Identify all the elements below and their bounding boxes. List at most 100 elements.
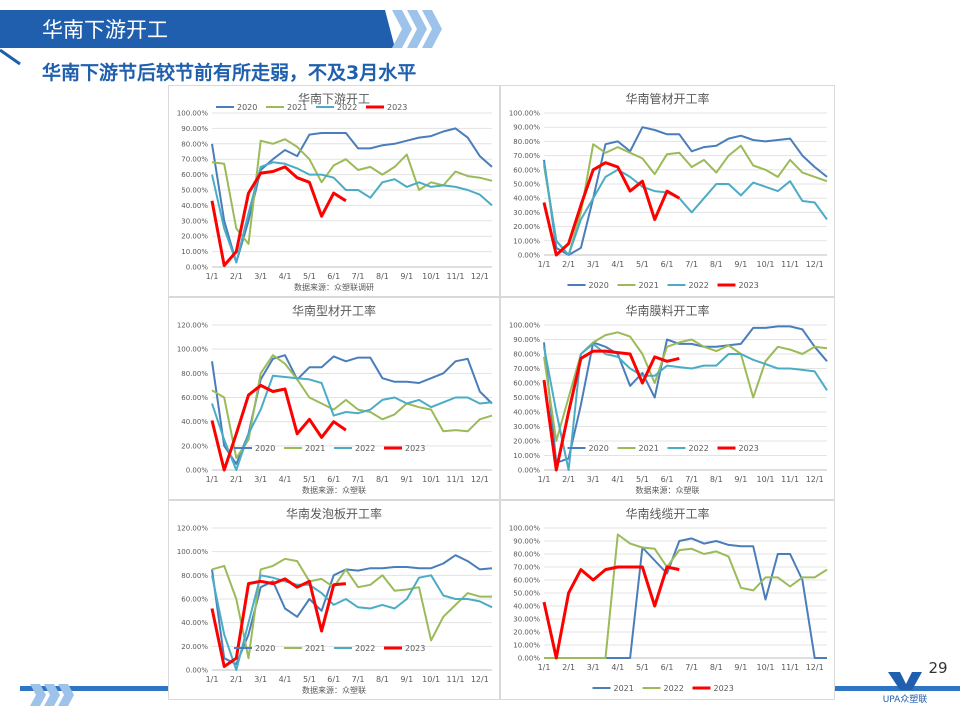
- legend-label: 2020: [255, 644, 275, 653]
- y-tick-label: 120.00%: [177, 322, 208, 330]
- y-tick-label: 0.00%: [186, 467, 209, 475]
- legend-label: 2021: [287, 103, 307, 112]
- y-tick-label: 80.00%: [513, 138, 540, 146]
- legend-label: 2022: [355, 444, 375, 453]
- x-tick-label: 2/1: [230, 272, 243, 281]
- x-tick-label: 2/1: [562, 260, 575, 269]
- y-tick-label: 70.00%: [181, 156, 208, 164]
- x-tick-label: 5/1: [303, 272, 316, 281]
- y-tick-label: 40.00%: [513, 409, 540, 417]
- legend-label: 2022: [689, 444, 709, 453]
- x-tick-label: 10/1: [422, 475, 440, 484]
- header-band: [0, 10, 395, 48]
- x-tick-label: 6/1: [327, 272, 340, 281]
- legend-label: 2022: [337, 103, 357, 112]
- chart: 华南膜料开工率 0.00% 10.00% 20.00% 30.00% 40.00% 50.0…: [500, 297, 835, 500]
- chart-title: 华南管材开工率: [625, 91, 709, 106]
- x-tick-label: 4/1: [279, 475, 292, 484]
- y-tick-label: 120.00%: [177, 525, 208, 533]
- header-chevrons: [392, 10, 442, 48]
- legend-label: 2023: [387, 103, 407, 112]
- y-tick-label: 100.00%: [509, 322, 540, 330]
- x-tick-label: 4/1: [611, 663, 624, 672]
- series-line: [210, 577, 347, 668]
- legend-label: 2023: [739, 281, 759, 290]
- y-tick-label: 30.00%: [513, 209, 540, 217]
- y-tick-label: 90.00%: [513, 336, 540, 344]
- x-tick-label: 4/1: [611, 260, 624, 269]
- legend-label: 2021: [639, 281, 659, 290]
- x-tick-label: 3/1: [254, 675, 267, 684]
- x-tick-label: 4/1: [279, 272, 292, 281]
- y-tick-label: 80.00%: [513, 551, 540, 559]
- slide-title: 华南下游开工: [42, 18, 168, 42]
- y-tick-label: 80.00%: [181, 370, 208, 378]
- x-tick-label: 1/1: [206, 272, 219, 281]
- x-tick-label: 3/1: [254, 272, 267, 281]
- y-tick-label: 80.00%: [181, 572, 208, 580]
- legend-label: 2021: [614, 684, 634, 693]
- y-tick-label: 60.00%: [513, 380, 540, 388]
- series-line: [544, 533, 828, 659]
- y-tick-label: 60.00%: [181, 171, 208, 179]
- x-tick-label: 7/1: [685, 475, 698, 484]
- x-tick-label: 4/1: [611, 475, 624, 484]
- legend-label: 2022: [664, 684, 684, 693]
- source-note: 数据来源：众塑联: [302, 485, 366, 495]
- legend-label: 2023: [405, 644, 425, 653]
- y-tick-label: 50.00%: [513, 590, 540, 598]
- series-line: [211, 354, 493, 459]
- x-tick-label: 4/1: [279, 675, 292, 684]
- chart-title: 华南型材开工率: [292, 303, 376, 318]
- x-tick-label: 7/1: [685, 260, 698, 269]
- logo-mark: [888, 672, 922, 690]
- x-tick-label: 12/1: [471, 475, 489, 484]
- series-line: [210, 383, 347, 472]
- y-tick-label: 10.00%: [513, 452, 540, 460]
- x-tick-label: 9/1: [734, 663, 747, 672]
- x-tick-label: 6/1: [327, 675, 340, 684]
- x-tick-label: 7/1: [685, 663, 698, 672]
- x-tick-label: 8/1: [376, 272, 389, 281]
- x-tick-label: 9/1: [734, 260, 747, 269]
- x-tick-label: 5/1: [636, 663, 649, 672]
- y-tick-label: 0.00%: [186, 264, 209, 272]
- y-tick-label: 0.00%: [518, 467, 541, 475]
- x-tick-label: 1/1: [206, 475, 219, 484]
- y-tick-label: 100.00%: [509, 110, 540, 118]
- y-tick-label: 90.00%: [181, 125, 208, 133]
- chart: 华南管材开工率 0.00% 10.00% 20.00% 30.00% 40.00% 50.0…: [500, 85, 835, 297]
- legend-label: 2020: [255, 444, 275, 453]
- x-tick-label: 2/1: [230, 475, 243, 484]
- x-tick-label: 10/1: [422, 675, 440, 684]
- series-line: [543, 126, 828, 256]
- source-note: 数据来源：众塑联: [636, 485, 700, 495]
- y-tick-label: 60.00%: [181, 596, 208, 604]
- chart: 华南下游开工 0.00% 10.00% 20.00% 30.00% 40.00% 50.00…: [168, 85, 500, 297]
- series-line: [542, 161, 681, 257]
- x-tick-label: 9/1: [400, 675, 413, 684]
- x-tick-label: 12/1: [806, 475, 824, 484]
- x-tick-label: 1/1: [538, 260, 551, 269]
- y-tick-label: 50.00%: [513, 181, 540, 189]
- legend-label: 2020: [237, 103, 257, 112]
- y-tick-label: 20.00%: [513, 629, 540, 637]
- chart-title: 华南膜料开工率: [625, 303, 709, 318]
- x-tick-label: 10/1: [756, 475, 774, 484]
- x-tick-label: 3/1: [254, 475, 267, 484]
- y-tick-label: 80.00%: [513, 351, 540, 359]
- y-tick-label: 30.00%: [513, 616, 540, 624]
- legend-label: 2023: [714, 684, 734, 693]
- y-tick-label: 10.00%: [181, 248, 208, 256]
- x-tick-label: 6/1: [661, 663, 674, 672]
- x-tick-label: 11/1: [781, 663, 799, 672]
- x-tick-label: 7/1: [352, 272, 365, 281]
- x-tick-label: 8/1: [376, 475, 389, 484]
- series-line: [543, 143, 828, 256]
- chart-title: 华南发泡板开工率: [286, 506, 382, 521]
- x-tick-label: 12/1: [806, 260, 824, 269]
- series-line: [211, 374, 493, 471]
- y-tick-label: 10.00%: [513, 237, 540, 245]
- legend-label: 2021: [305, 644, 325, 653]
- x-tick-label: 11/1: [781, 260, 799, 269]
